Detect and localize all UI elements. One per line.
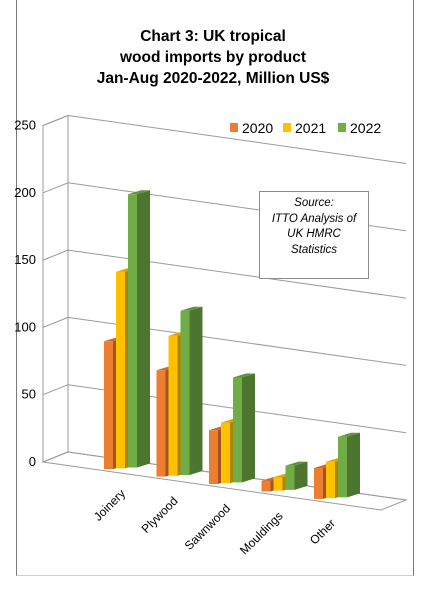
- x-tick-label: Sawnwood: [182, 501, 233, 552]
- bar-top: [128, 190, 150, 195]
- bar-front: [338, 436, 347, 498]
- legend-swatch-2022: [338, 123, 346, 132]
- y-tick-label: 100: [14, 319, 36, 334]
- source-line-2: ITTO Analysis of: [271, 212, 357, 225]
- bar-front: [221, 422, 230, 484]
- bar-front: [209, 430, 218, 485]
- x-tick-label: Other: [307, 516, 338, 547]
- bar-front: [180, 310, 190, 475]
- legend-label-2022: 2022: [350, 120, 381, 136]
- y-tick-label: 50: [22, 387, 36, 402]
- chart-title-line-2: wood imports by product: [120, 49, 306, 66]
- bar-front: [104, 341, 113, 470]
- y-tick-label: 150: [14, 252, 36, 267]
- gridline-side: [42, 316, 69, 328]
- chart-frame: [16, 0, 414, 576]
- side-wall: [42, 114, 69, 463]
- source-note: Source: ITTO Analysis of UK HMRC Statist…: [259, 191, 369, 279]
- legend-swatch-2020: [230, 123, 238, 132]
- bar-front: [128, 194, 137, 468]
- bar-front: [156, 370, 166, 477]
- y-axis-ticks: 0 50 100 150 200 250: [14, 118, 36, 470]
- bar-joinery-2022: [128, 190, 150, 468]
- bar-front: [116, 271, 125, 469]
- chart-title: Chart 3: UK tropical wood imports by pro…: [0, 26, 426, 89]
- bar-side: [242, 373, 255, 483]
- gridline-side: [42, 115, 69, 126]
- gridline-side: [42, 249, 69, 261]
- gridline: [67, 249, 407, 299]
- y-tick-label: 0: [29, 454, 36, 469]
- bar-sawnwood-2022: [233, 373, 255, 483]
- y-tick-label: 250: [14, 118, 36, 133]
- x-tick-label: Joinery: [91, 486, 128, 523]
- legend-swatch-2021: [283, 123, 291, 132]
- bar-top: [338, 432, 360, 437]
- bar-front: [285, 465, 295, 490]
- bar-side: [347, 432, 360, 498]
- bar-front: [168, 335, 178, 476]
- bar-top: [285, 461, 308, 466]
- x-tick-label: Plywood: [139, 494, 181, 536]
- source-line-4: Statistics: [290, 243, 337, 256]
- bar-front: [233, 377, 242, 483]
- bar-side: [137, 190, 150, 468]
- y-tick-label: 200: [14, 185, 36, 200]
- gridline: [67, 115, 407, 164]
- x-tick-label: Mouldings: [237, 509, 286, 558]
- gridline-side: [42, 451, 69, 463]
- bar-top: [180, 306, 203, 311]
- bar-side: [189, 306, 203, 475]
- bar-front: [273, 477, 283, 491]
- bar-plywood-2022: [180, 306, 203, 475]
- bar-side: [294, 461, 308, 490]
- bar-other-2022: [338, 432, 360, 498]
- bars: [104, 190, 360, 499]
- bar-mouldings-2022: [285, 461, 308, 490]
- chart-title-line-1: Chart 3: UK tropical: [140, 28, 286, 45]
- chart-title-line-3: Jan-Aug 2020-2022, Million US$: [96, 70, 330, 87]
- gridline-side: [42, 384, 69, 396]
- bar-front: [261, 480, 271, 492]
- bar-front: [326, 461, 335, 499]
- legend-label-2021: 2021: [295, 120, 326, 136]
- legend: 2020 2021 2022: [230, 120, 381, 136]
- source-line-1: Source:: [294, 197, 334, 209]
- bar-front: [314, 467, 323, 499]
- source-line-3: UK HMRC: [287, 228, 341, 240]
- legend-label-2020: 2020: [242, 120, 273, 136]
- gridline-side: [42, 182, 69, 194]
- bar-top: [233, 373, 255, 378]
